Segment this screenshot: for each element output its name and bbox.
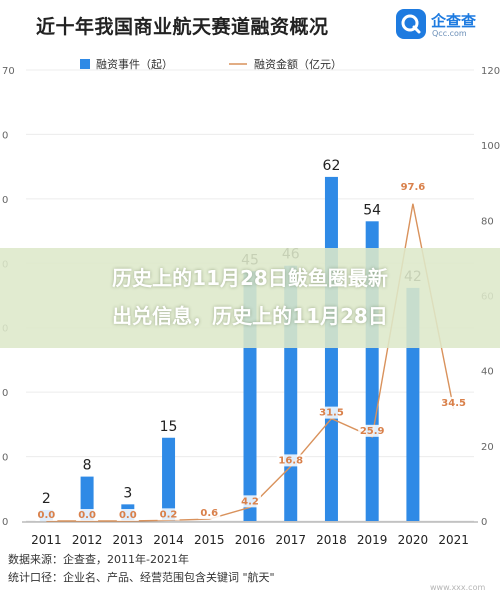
right-axis-tick-label: 80: [481, 216, 494, 227]
bar-value-label: 54: [363, 202, 381, 218]
left-axis-tick-label: 0: [2, 388, 8, 399]
line-value-label: 0.0: [78, 510, 96, 521]
line-value-label: 0.0: [119, 510, 137, 521]
statistics-scope-note: 统计口径：企业名、产品、经营范围包含关键词 "航天": [8, 571, 275, 584]
legend-line-label: 融资金额（亿元）: [254, 57, 342, 71]
line-label-background: [198, 507, 221, 520]
bar-value-label: 8: [83, 458, 92, 474]
left-axis-tick-label: 0: [2, 130, 8, 141]
line-label-background: [239, 495, 261, 508]
overlay-line-1: 历史上的11月28日鲅鱼圈最新: [112, 266, 388, 290]
bar-value-label: 3: [123, 485, 132, 501]
qcc-logo-icon: [396, 9, 426, 39]
data-source-note: 数据来源：企查查，2011年-2021年: [8, 553, 189, 566]
x-axis-tick-label: 2020: [398, 533, 429, 547]
line-label-background: [398, 180, 427, 193]
title-overlay-banner: 历史上的11月28日鲅鱼圈最新 出兑信息，历史上的11月28日: [0, 248, 500, 348]
left-axis-tick-label: 0: [2, 195, 8, 206]
overlay-line-2: 出兑信息，历史上的11月28日: [112, 304, 388, 328]
right-axis-tick-label: 100: [481, 141, 500, 152]
line-value-label: 0.0: [38, 510, 56, 521]
bar: [324, 176, 338, 521]
x-axis-tick-label: 2019: [357, 533, 388, 547]
line-value-label: 25.9: [360, 426, 385, 437]
line-label-background: [276, 454, 305, 467]
x-axis-tick-label: 2018: [316, 533, 347, 547]
line-label-background: [317, 406, 346, 419]
right-axis-tick-label: 20: [481, 442, 494, 453]
x-axis-tick-label: 2015: [194, 533, 225, 547]
line-value-label: 97.6: [401, 182, 426, 193]
line-label-background: [439, 396, 468, 409]
logo-text: 企查查: [431, 12, 477, 30]
x-axis-tick-label: 2012: [72, 533, 103, 547]
line-label-background: [76, 509, 99, 521]
legend-bar-label: 融资事件（起）: [96, 58, 173, 71]
x-axis-tick-label: 2016: [235, 533, 266, 547]
chart-title: 近十年我国商业航天赛道融资概况: [36, 16, 329, 38]
line-value-label: 34.5: [441, 398, 466, 409]
left-axis-tick-label: 0: [2, 517, 8, 528]
logo-subtext: Qcc.com: [432, 29, 467, 38]
left-axis-tick-label: 0: [2, 453, 8, 464]
line-value-label: 31.5: [319, 408, 344, 419]
right-axis-tick-label: 0: [481, 517, 487, 528]
x-axis-tick-label: 2017: [275, 533, 306, 547]
line-value-label: 4.2: [241, 496, 259, 507]
line-value-label: 0.6: [200, 508, 218, 519]
bar-value-label: 15: [160, 419, 178, 435]
line-value-label: 16.8: [278, 455, 303, 466]
bar: [162, 437, 176, 521]
line-value-label: 0.2: [160, 509, 178, 520]
bar-value-label: 2: [42, 491, 51, 507]
right-axis-tick-label: 40: [481, 367, 494, 378]
legend-bar-swatch: [80, 59, 90, 69]
x-axis-tick-label: 2013: [113, 533, 144, 547]
left-axis-tick-label: 70: [2, 66, 15, 77]
line-label-background: [35, 509, 58, 521]
chart-header: 近十年我国商业航天赛道融资概况 企查查 Qcc.com: [0, 0, 500, 48]
bar-value-label: 62: [323, 158, 341, 174]
x-axis-tick-label: 2014: [153, 533, 184, 547]
x-axis-tick-label: 2021: [438, 533, 469, 547]
line-label-background: [116, 509, 139, 521]
right-axis-tick-label: 120: [481, 66, 500, 77]
x-axis-tick-label: 2011: [31, 533, 62, 547]
line-label-background: [358, 424, 387, 437]
line-label-background: [157, 508, 180, 521]
watermark: www.xxx.com: [430, 583, 486, 592]
